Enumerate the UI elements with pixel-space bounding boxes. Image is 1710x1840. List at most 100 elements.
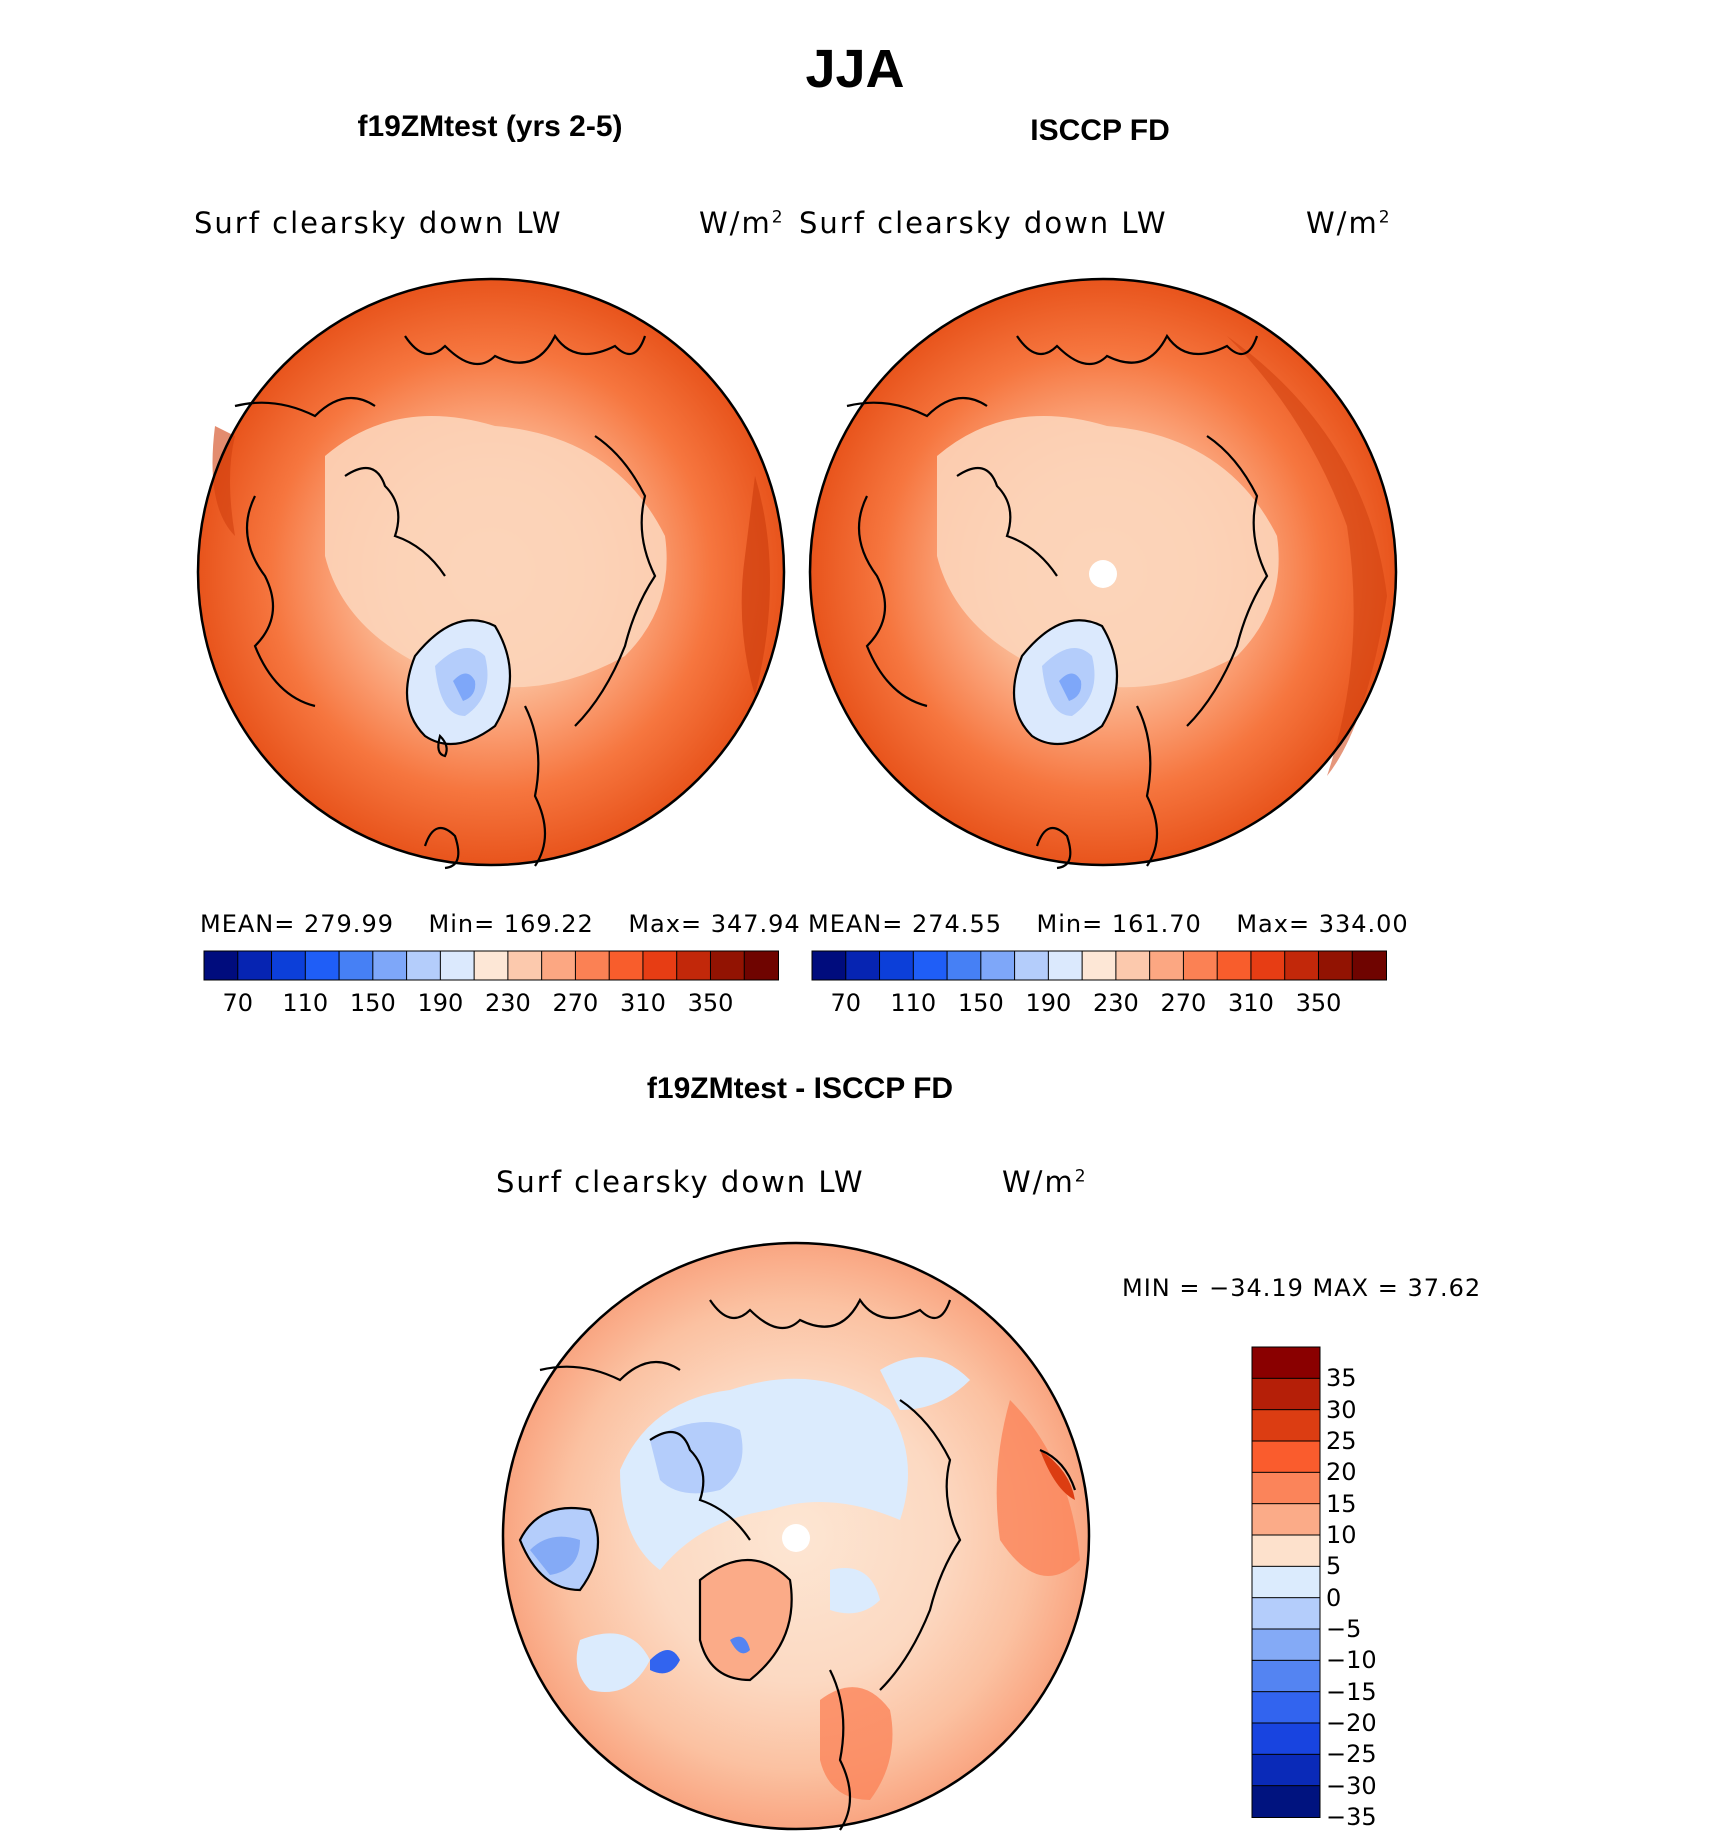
obs-polar-map [808, 277, 1398, 870]
obs-colorbar-tick: 150 [957, 989, 1004, 1017]
model-colorbar-tick: 190 [417, 989, 464, 1017]
diff-colorbar [1251, 1346, 1321, 1818]
model-colorbar-swatch [237, 950, 273, 981]
model-colorbar-swatch [574, 950, 611, 981]
diff-panel-title: f19ZMtest - ISCCP FD [646, 1072, 954, 1105]
obs-colorbar-swatch [1317, 950, 1354, 981]
model-colorbar-swatch [642, 950, 678, 981]
diff-units: W/m2 [1002, 1165, 1088, 1199]
obs-colorbar-swatch [1216, 950, 1252, 981]
model-colorbar-swatch [676, 950, 712, 981]
model-panel-title: f19ZMtest (yrs 2-5) [357, 110, 623, 143]
diff-colorbar-tick: −15 [1326, 1677, 1377, 1706]
model-colorbar-swatch [709, 950, 746, 981]
model-colorbar-swatch [203, 950, 239, 981]
obs-colorbar-swatch [1047, 950, 1084, 981]
model-colorbar-swatch [406, 950, 442, 981]
obs-colorbar-swatch [845, 950, 881, 981]
obs-units: W/m2 [1306, 206, 1392, 240]
obs-colorbar [811, 950, 1387, 981]
diff-colorbar-swatch [1251, 1659, 1321, 1693]
obs-colorbar-swatch [1284, 950, 1320, 981]
obs-colorbar-swatch [1351, 950, 1387, 981]
coastlines [518, 1297, 1077, 1831]
pole-hole [1089, 560, 1117, 588]
diff-colorbar-swatch [1251, 1346, 1321, 1380]
obs-colorbar-swatch [1149, 950, 1185, 981]
obs-colorbar-swatch [980, 950, 1016, 981]
obs-colorbar-swatch [1250, 950, 1286, 981]
diff-colorbar-swatch [1251, 1377, 1321, 1411]
diff-colorbar-tick: −10 [1326, 1646, 1377, 1675]
diff-colorbar-tick: −5 [1326, 1615, 1362, 1643]
pole-hole [782, 1524, 810, 1552]
diff-colorbar-swatch [1251, 1440, 1321, 1474]
coastlines [846, 333, 1269, 870]
diff-colorbar-swatch [1251, 1628, 1321, 1662]
model-colorbar-swatch [372, 950, 408, 981]
diff-colorbar-swatch [1251, 1503, 1321, 1537]
diff-colorbar-tick: −30 [1326, 1771, 1377, 1800]
diff-variable-label: Surf clearsky down LW [496, 1165, 865, 1199]
obs-colorbar-tick: 190 [1025, 989, 1072, 1017]
diff-colorbar-tick: 25 [1326, 1427, 1357, 1455]
model-variable-label: Surf clearsky down LW [194, 206, 563, 240]
diff-colorbar-tick: −35 [1326, 1803, 1377, 1831]
model-stats: MEAN= 279.99 Min= 169.22 Max= 347.94 [200, 910, 801, 938]
obs-colorbar-swatch [1182, 950, 1219, 981]
diff-colorbar-tick: 30 [1326, 1395, 1357, 1424]
model-polar-map [196, 277, 786, 870]
diff-colorbar-swatch [1251, 1471, 1321, 1505]
diff-colorbar-tick: −25 [1326, 1740, 1377, 1769]
diff-colorbar-tick: −20 [1326, 1709, 1377, 1737]
model-colorbar-tick: 230 [484, 989, 531, 1017]
model-colorbar-tick: 310 [620, 989, 666, 1017]
model-colorbar-swatch [507, 950, 543, 981]
obs-colorbar-swatch [1115, 950, 1151, 981]
model-colorbar [203, 950, 779, 981]
obs-stats: MEAN= 274.55 Min= 161.70 Max= 334.00 [808, 910, 1409, 938]
obs-colorbar-tick: 270 [1160, 989, 1207, 1017]
model-colorbar-swatch [743, 950, 779, 981]
model-colorbar-swatch [271, 950, 307, 981]
model-units: W/m2 [699, 206, 785, 240]
diff-colorbar-tick: 35 [1326, 1364, 1357, 1393]
obs-colorbar-tick: 350 [1295, 989, 1342, 1017]
diff-colorbar-tick: 5 [1326, 1552, 1342, 1581]
diff-colorbar-swatch [1251, 1753, 1321, 1787]
coastlines [234, 333, 657, 870]
model-colorbar-swatch [304, 950, 341, 981]
obs-colorbar-swatch [1014, 950, 1050, 981]
diff-colorbar-swatch [1251, 1691, 1321, 1724]
model-colorbar-swatch [608, 950, 644, 981]
diff-colorbar-tick: 20 [1326, 1458, 1357, 1487]
diff-colorbar-swatch [1251, 1785, 1321, 1818]
obs-variable-label: Surf clearsky down LW [799, 206, 1168, 240]
model-colorbar-swatch [338, 950, 374, 981]
diff-colorbar-tick: 0 [1326, 1583, 1342, 1612]
model-colorbar-tick: 70 [222, 989, 254, 1017]
diff-colorbar-swatch [1251, 1565, 1321, 1599]
obs-colorbar-tick: 110 [890, 989, 937, 1017]
model-colorbar-tick: 110 [282, 989, 329, 1017]
diff-min-max: MIN = −34.19 MAX = 37.62 [1122, 1274, 1482, 1302]
diff-colorbar-swatch [1251, 1409, 1321, 1443]
diff-colorbar-swatch [1251, 1534, 1321, 1568]
obs-colorbar-swatch [879, 950, 915, 981]
obs-colorbar-swatch [946, 950, 982, 981]
obs-panel-title: ISCCP FD [1030, 114, 1170, 147]
obs-colorbar-swatch [912, 950, 949, 981]
model-colorbar-tick: 350 [687, 989, 734, 1017]
model-colorbar-swatch [439, 950, 476, 981]
diff-colorbar-swatch [1251, 1722, 1321, 1756]
diff-colorbar-tick: 10 [1326, 1521, 1357, 1549]
model-colorbar-tick: 150 [349, 989, 396, 1017]
model-colorbar-swatch [473, 950, 509, 981]
obs-colorbar-swatch [1081, 950, 1117, 981]
diff-polar-map [501, 1241, 1091, 1831]
diff-colorbar-swatch [1251, 1597, 1321, 1631]
diff-colorbar-tick: 15 [1326, 1489, 1357, 1518]
obs-colorbar-tick: 230 [1092, 989, 1139, 1017]
figure-title: JJA [805, 39, 905, 99]
model-colorbar-swatch [541, 950, 577, 981]
